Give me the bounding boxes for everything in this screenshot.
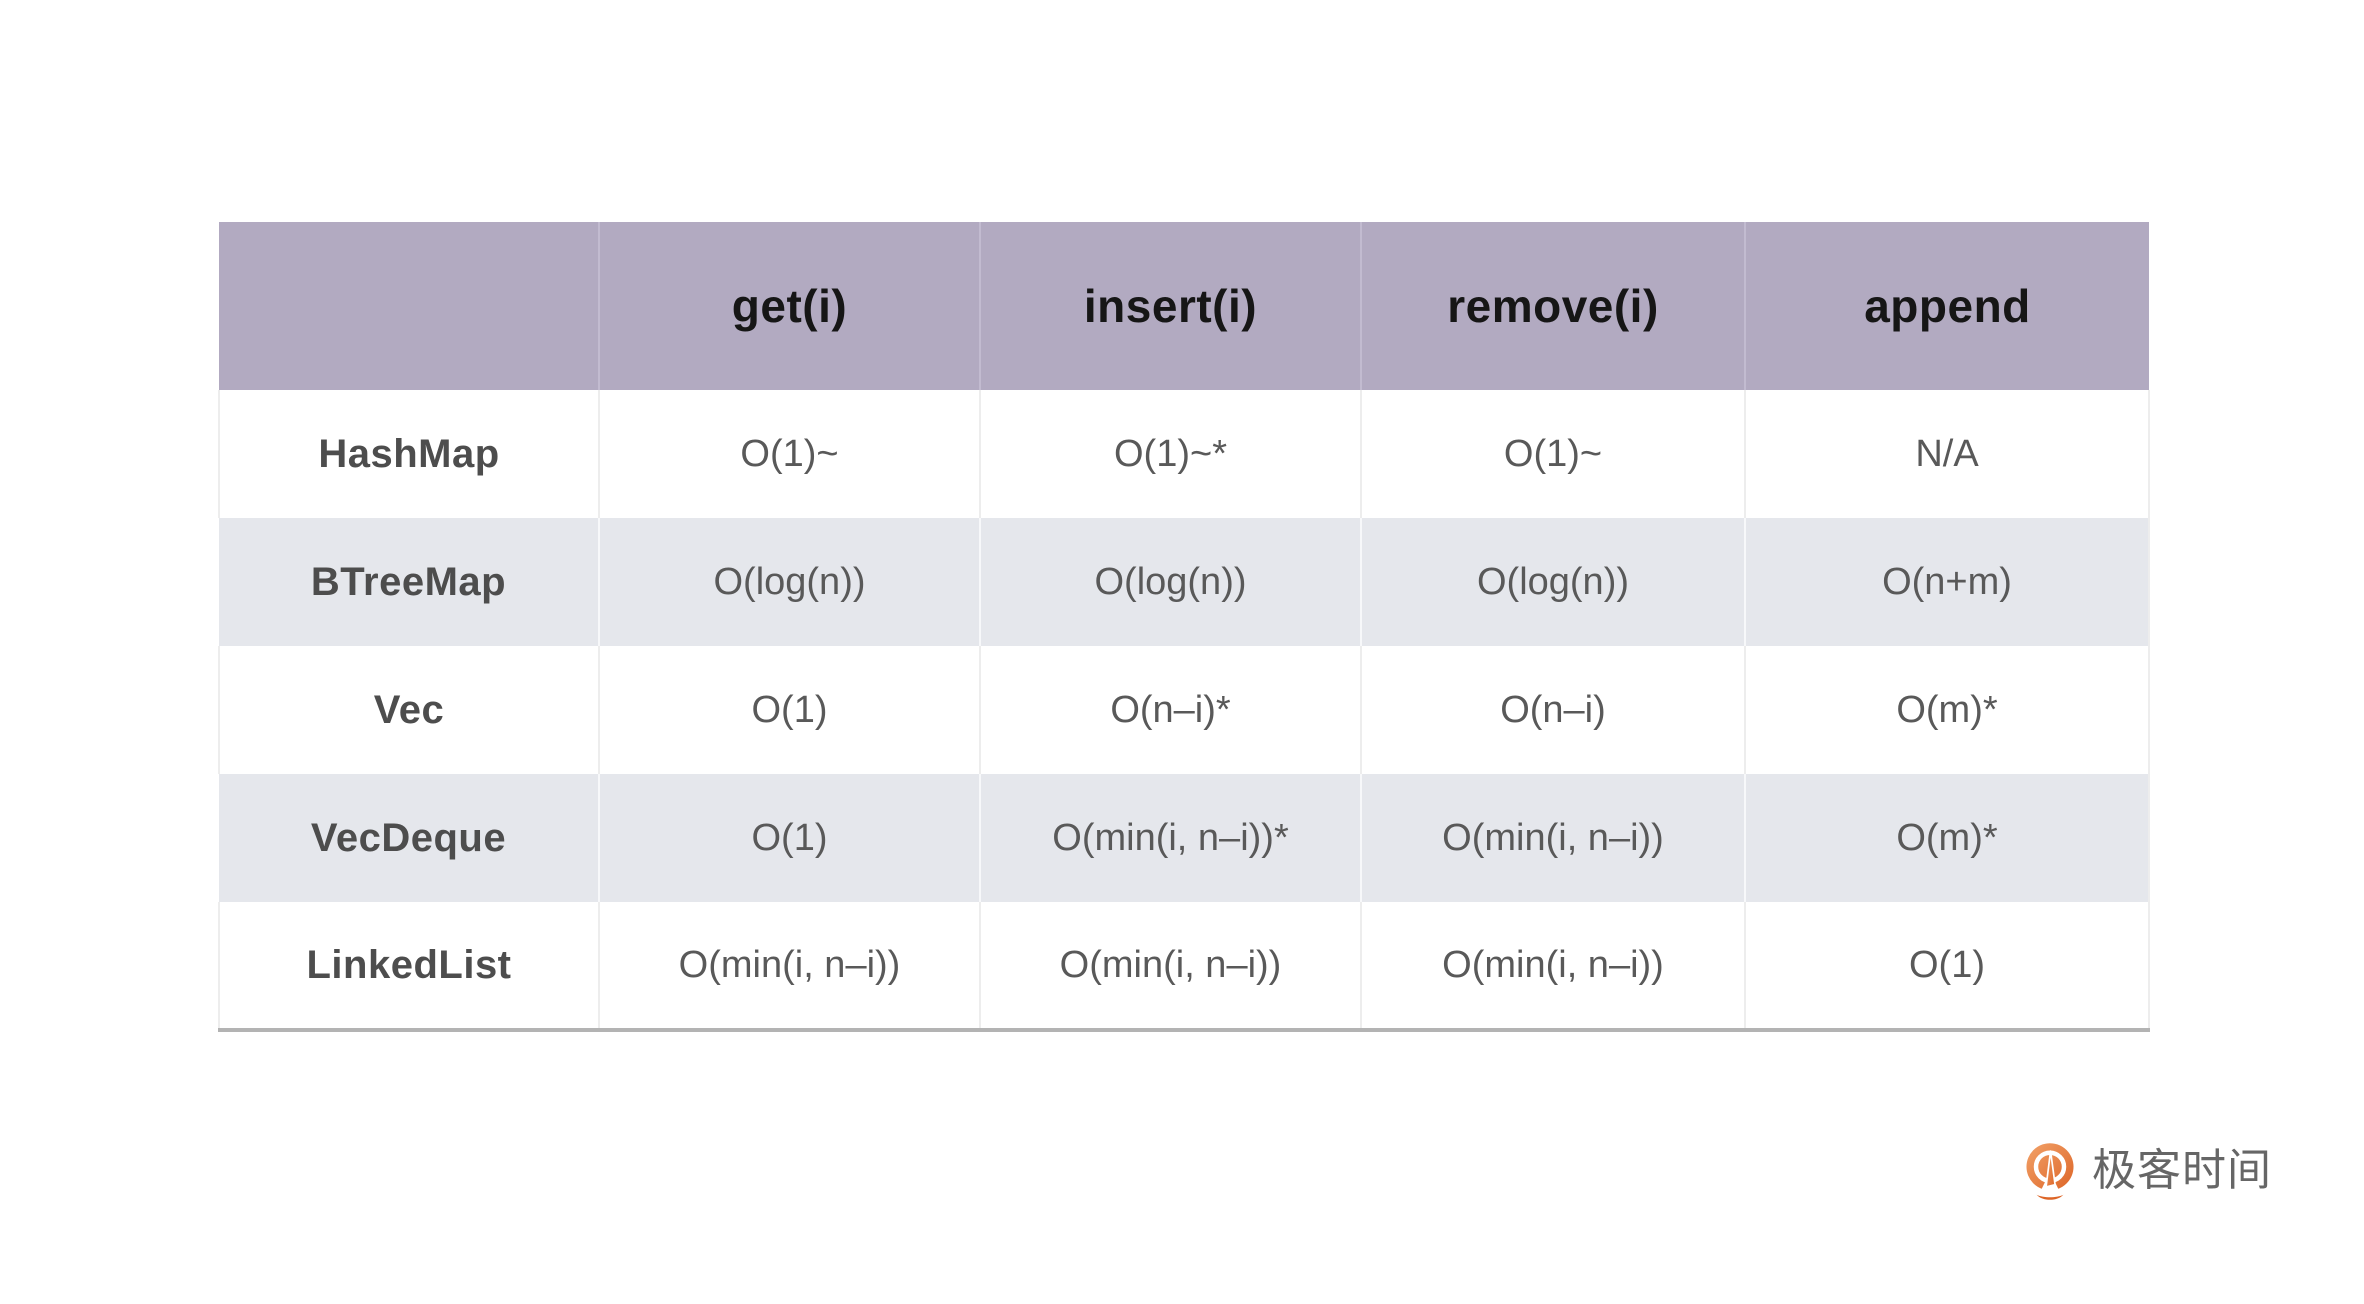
geektime-logo-icon [2026, 1143, 2074, 1200]
column-header-append: append [1745, 222, 2149, 390]
cell-value: O(min(i, n–i))* [980, 774, 1362, 902]
table-row-btreemap: BTreeMap O(log(n)) O(log(n)) O(log(n)) O… [219, 518, 2150, 646]
cell-value: O(1)~ [1361, 390, 1746, 518]
cell-value: O(min(i, n–i)) [1361, 774, 1746, 902]
column-header-remove: remove(i) [1361, 222, 1746, 390]
geektime-watermark: 极客时间 [2022, 1140, 2272, 1208]
cell-value: O(log(n)) [1361, 518, 1746, 646]
cell-value: O(min(i, n–i)) [980, 902, 1362, 1030]
table-row-vec: Vec O(1) O(n–i)* O(n–i) O(m)* [218, 646, 2150, 774]
cell-value: O(min(i, n–i)) [599, 902, 981, 1030]
cell-value: O(log(n)) [980, 518, 1362, 646]
row-label: HashMap [218, 390, 600, 518]
cell-value: N/A [1745, 390, 2150, 518]
column-header-get: get(i) [599, 222, 981, 390]
cell-value: O(log(n)) [599, 518, 981, 646]
cell-value: O(1) [599, 774, 981, 902]
cell-value: O(min(i, n–i)) [1361, 902, 1746, 1030]
table-row-linkedlist: LinkedList O(min(i, n–i)) O(min(i, n–i))… [218, 902, 2150, 1030]
table-header-row: get(i) insert(i) remove(i) append [219, 222, 2149, 390]
cell-value: O(1) [599, 646, 981, 774]
column-header-insert: insert(i) [980, 222, 1362, 390]
row-label: Vec [218, 646, 600, 774]
row-label: VecDeque [219, 774, 600, 902]
table-row-hashmap: HashMap O(1)~ O(1)~* O(1)~ N/A [218, 390, 2150, 518]
cell-value: O(1) [1745, 902, 2150, 1030]
cell-value: O(1)~ [599, 390, 981, 518]
cell-value: O(m)* [1745, 646, 2150, 774]
corner-cell [219, 222, 600, 390]
cell-value: O(n–i)* [980, 646, 1362, 774]
row-label: LinkedList [218, 902, 600, 1030]
brand-name: 极客时间 [2092, 1146, 2272, 1195]
row-label: BTreeMap [219, 518, 600, 646]
table-row-vecdeque: VecDeque O(1) O(min(i, n–i))* O(min(i, n… [219, 774, 2150, 902]
cell-value: O(n+m) [1745, 518, 2150, 646]
cell-value: O(m)* [1745, 774, 2150, 902]
cell-value: O(1)~* [980, 390, 1362, 518]
complexity-table: get(i) insert(i) remove(i) append HashMa… [218, 222, 2150, 1032]
cell-value: O(n–i) [1361, 646, 1746, 774]
